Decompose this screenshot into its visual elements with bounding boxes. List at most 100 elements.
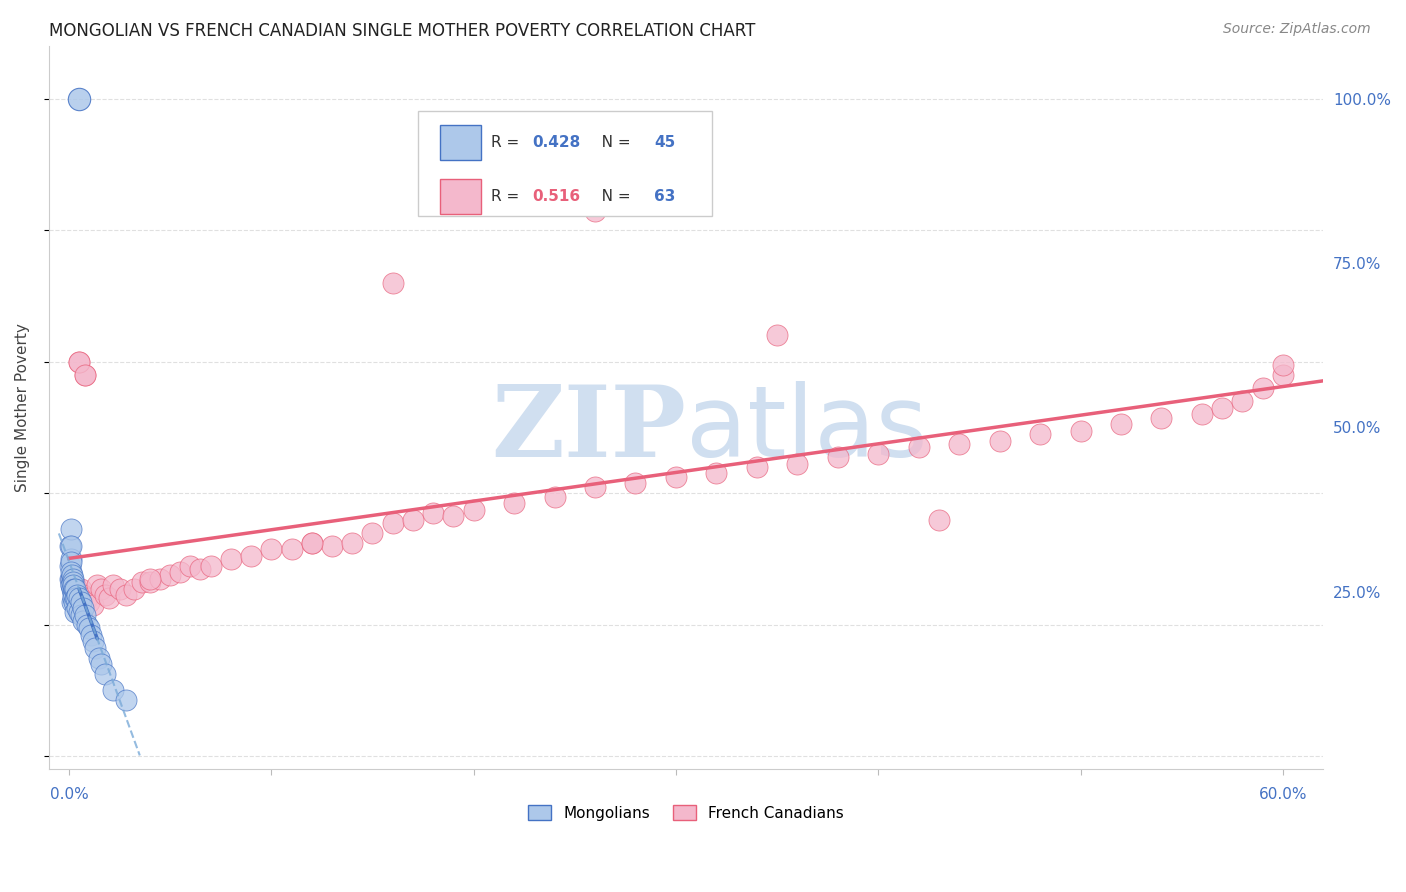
Point <box>63 578 86 592</box>
Point <box>108 582 131 596</box>
Point <box>63 582 86 596</box>
Point <box>77 621 100 635</box>
Point <box>139 572 162 586</box>
Point <box>98 591 121 606</box>
Point <box>1191 408 1213 422</box>
Point <box>60 555 83 569</box>
Point <box>179 558 201 573</box>
Point <box>1150 410 1173 425</box>
Point <box>59 558 82 573</box>
Point <box>441 509 464 524</box>
Point <box>72 601 94 615</box>
Point <box>1029 427 1052 442</box>
Point <box>63 605 86 619</box>
Point <box>301 535 323 549</box>
Point <box>59 578 82 592</box>
Point <box>114 588 136 602</box>
Point <box>928 512 950 526</box>
Point <box>62 572 84 586</box>
Point <box>463 502 485 516</box>
Point <box>60 572 83 586</box>
Point <box>766 328 789 343</box>
Point <box>66 601 89 615</box>
Point <box>402 512 425 526</box>
Point <box>260 542 283 557</box>
Point <box>60 572 83 586</box>
Point <box>67 355 90 369</box>
Point <box>381 276 404 290</box>
Point <box>90 657 112 672</box>
Bar <box>440 179 481 214</box>
Point <box>624 476 647 491</box>
Point <box>70 582 93 596</box>
Point <box>1232 394 1254 409</box>
Point <box>786 457 808 471</box>
Point <box>62 578 84 592</box>
Point <box>200 558 222 573</box>
Point <box>82 598 104 612</box>
Point <box>665 470 688 484</box>
Point <box>84 640 107 655</box>
Point <box>60 582 83 596</box>
Point <box>62 574 84 589</box>
Point <box>60 522 83 536</box>
Point <box>62 584 84 599</box>
Point <box>75 368 97 382</box>
Point <box>62 591 84 606</box>
Text: 0.428: 0.428 <box>531 135 581 150</box>
Point <box>63 595 86 609</box>
Point <box>190 562 212 576</box>
Point <box>948 437 970 451</box>
Point <box>1271 368 1294 382</box>
Point <box>77 595 100 609</box>
Point <box>280 542 302 557</box>
Point <box>76 617 98 632</box>
Point <box>63 582 86 596</box>
Legend: Mongolians, French Canadians: Mongolians, French Canadians <box>522 798 851 827</box>
Point <box>76 591 98 606</box>
Point <box>543 490 565 504</box>
Point <box>89 650 111 665</box>
Point <box>422 506 444 520</box>
Point <box>868 447 890 461</box>
Point <box>70 607 93 622</box>
Point <box>503 496 526 510</box>
Point <box>86 578 108 592</box>
Point <box>59 552 82 566</box>
Point <box>60 578 83 592</box>
Point <box>361 525 384 540</box>
Point <box>80 627 103 641</box>
Point <box>149 572 172 586</box>
Point <box>381 516 404 530</box>
Text: 45: 45 <box>654 135 675 150</box>
Point <box>139 574 162 589</box>
Point <box>583 480 606 494</box>
Point <box>907 440 929 454</box>
Text: N =: N = <box>586 135 636 150</box>
Point <box>66 588 89 602</box>
Text: Source: ZipAtlas.com: Source: ZipAtlas.com <box>1223 22 1371 37</box>
Point <box>62 588 84 602</box>
Point <box>169 565 191 579</box>
Point <box>240 549 263 563</box>
Point <box>827 450 849 464</box>
Point <box>67 355 90 369</box>
Point <box>62 574 84 589</box>
Point <box>1251 381 1274 395</box>
Text: 63: 63 <box>654 189 675 204</box>
Point <box>706 467 728 481</box>
Point <box>60 568 83 582</box>
Point <box>1069 424 1091 438</box>
Point <box>59 539 82 553</box>
Point <box>219 552 242 566</box>
Point <box>114 693 136 707</box>
Text: MONGOLIAN VS FRENCH CANADIAN SINGLE MOTHER POVERTY CORRELATION CHART: MONGOLIAN VS FRENCH CANADIAN SINGLE MOTH… <box>49 22 755 40</box>
Point <box>131 574 153 589</box>
Point <box>988 434 1011 448</box>
Point <box>342 535 364 549</box>
Point <box>103 683 125 698</box>
Point <box>65 591 87 606</box>
Point <box>159 568 181 582</box>
Text: R =: R = <box>491 189 524 204</box>
Point <box>60 539 83 553</box>
